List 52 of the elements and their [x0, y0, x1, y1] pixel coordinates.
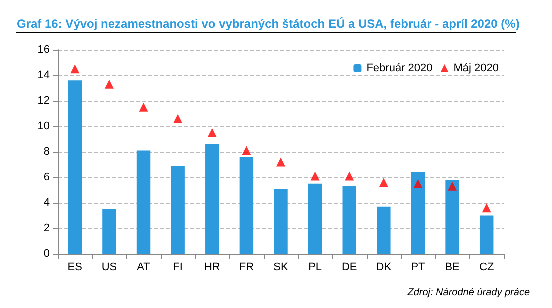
y-tick-label: 2	[44, 222, 50, 234]
bar	[68, 80, 82, 254]
point	[448, 182, 458, 191]
x-tick-label: PL	[308, 262, 322, 274]
x-tick-label: DK	[376, 262, 392, 274]
x-tick-label: BE	[445, 262, 460, 274]
point	[70, 64, 80, 74]
bar	[308, 184, 322, 254]
x-tick-label: SK	[274, 262, 289, 274]
bar	[102, 209, 116, 254]
point	[104, 80, 114, 89]
bar	[274, 188, 288, 254]
y-tick-label: 0	[44, 248, 50, 260]
legend-label: Február 2020	[366, 62, 433, 74]
bar	[480, 216, 494, 254]
bar	[206, 144, 220, 254]
y-tick-label: 16	[38, 44, 50, 56]
x-tick-label: DE	[342, 262, 358, 274]
x-tick-label: AT	[137, 262, 151, 274]
point	[139, 102, 148, 112]
x-tick-label: PT	[411, 262, 426, 274]
legend-label: Máj 2020	[454, 62, 500, 74]
y-tick-label: 12	[38, 95, 50, 107]
bar	[342, 186, 356, 254]
bar	[446, 180, 460, 254]
x-tick-label: CZ	[480, 262, 494, 274]
text: Zdroj: Národné úrady práce	[406, 288, 530, 298]
x-tick-label: HR	[204, 262, 220, 274]
point	[174, 114, 183, 124]
y-tick-label: 14	[38, 70, 50, 82]
y-tick-label: 4	[44, 197, 50, 209]
x-tick-label: US	[102, 262, 118, 274]
chart-title: Graf 16: Vývoj nezamestnanosti vo vybraných štátoch EÚ a USA, február - apríl 2020 (%)	[17, 17, 520, 31]
x-tick-label: ES	[68, 262, 82, 274]
bar	[240, 157, 254, 254]
point	[345, 172, 354, 181]
y-tick-label: 10	[38, 120, 50, 132]
point	[482, 204, 492, 213]
point	[310, 172, 320, 181]
bar	[411, 172, 426, 254]
y-tick-label: 8	[44, 146, 50, 158]
x-tick-label: FR	[239, 262, 254, 274]
y-tick-label: 6	[44, 172, 50, 184]
bar	[171, 166, 185, 254]
point	[414, 179, 423, 188]
x-tick-label: FI	[173, 262, 183, 274]
point	[276, 158, 286, 167]
point	[242, 146, 252, 156]
point	[208, 128, 217, 138]
bar	[136, 150, 151, 254]
bar	[377, 206, 391, 254]
point	[379, 178, 388, 188]
